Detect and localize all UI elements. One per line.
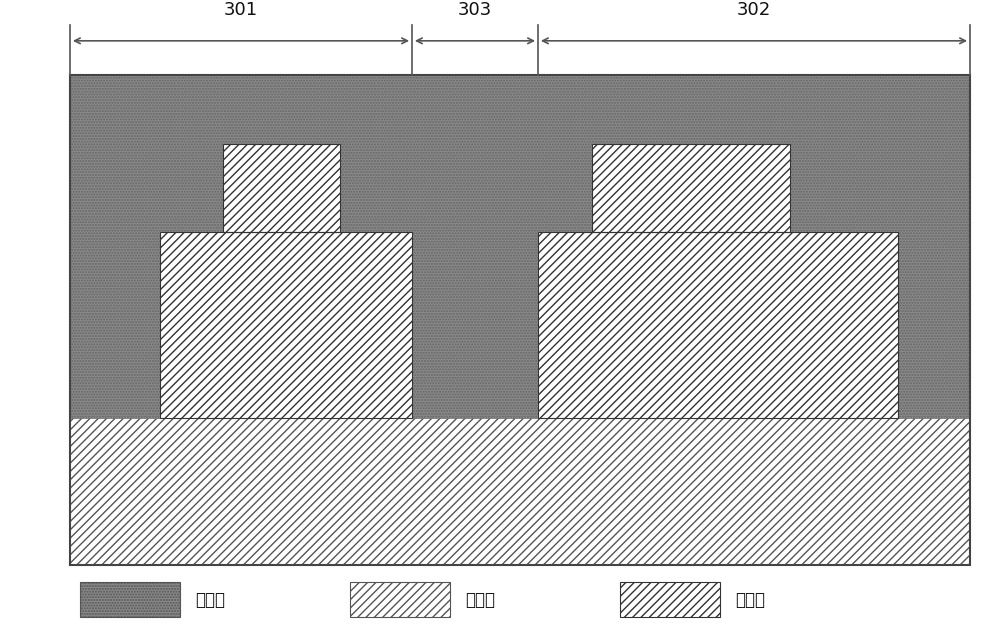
Bar: [592, 144, 790, 232]
Bar: [223, 144, 340, 232]
Bar: [620, 583, 720, 617]
Bar: [80, 583, 180, 617]
Bar: [592, 144, 790, 232]
Text: 下包层: 下包层: [465, 591, 495, 609]
Text: 303: 303: [458, 1, 492, 19]
Bar: [160, 232, 412, 418]
Text: 302: 302: [737, 1, 771, 19]
Bar: [70, 75, 970, 565]
Bar: [70, 418, 970, 565]
Bar: [160, 232, 412, 418]
Bar: [350, 583, 450, 617]
Bar: [538, 232, 898, 418]
Bar: [538, 232, 898, 418]
Bar: [70, 418, 970, 565]
Bar: [70, 75, 970, 418]
Text: 波导芯: 波导芯: [735, 591, 765, 609]
Bar: [223, 144, 340, 232]
Bar: [70, 75, 970, 418]
Text: 上包层: 上包层: [195, 591, 225, 609]
Text: 301: 301: [224, 1, 258, 19]
